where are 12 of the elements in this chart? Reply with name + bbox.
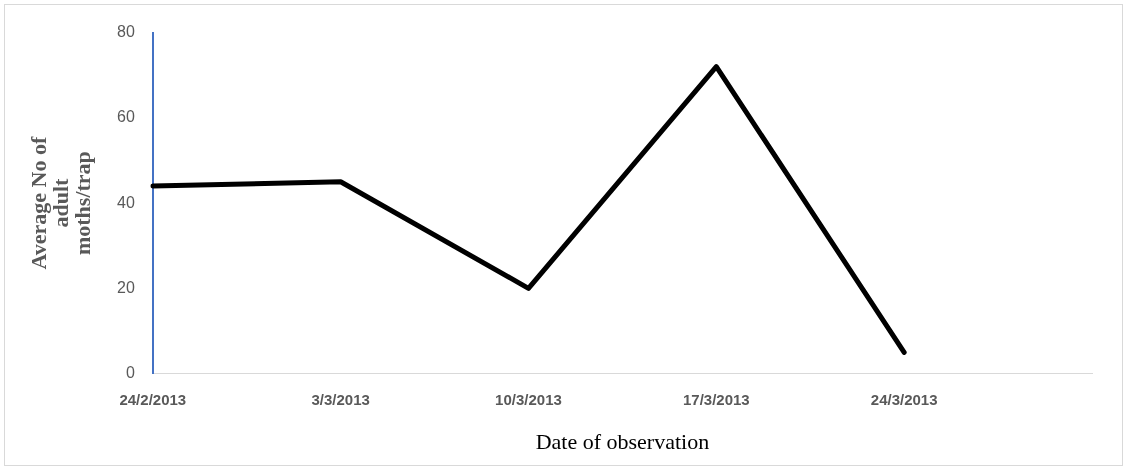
x-tick-label: 17/3/2013 <box>682 390 750 408</box>
y-axis-title: Average No of adult moths/trap <box>25 136 95 270</box>
x-tick-label: 10/3/2013 <box>495 390 562 408</box>
y-tick-label: 60 <box>117 108 135 126</box>
x-tick-label: 3/3/2013 <box>311 390 370 408</box>
y-tick-label: 0 <box>125 364 135 382</box>
y-tick-label: 20 <box>117 278 135 296</box>
y-tick-label: 40 <box>117 193 135 211</box>
y-tick-label: 80 <box>117 23 135 41</box>
x-axis-title: Date of observation <box>535 428 710 454</box>
x-tick-label: 24/3/2013 <box>870 390 938 408</box>
x-tick-label: 24/2/2013 <box>119 390 187 408</box>
